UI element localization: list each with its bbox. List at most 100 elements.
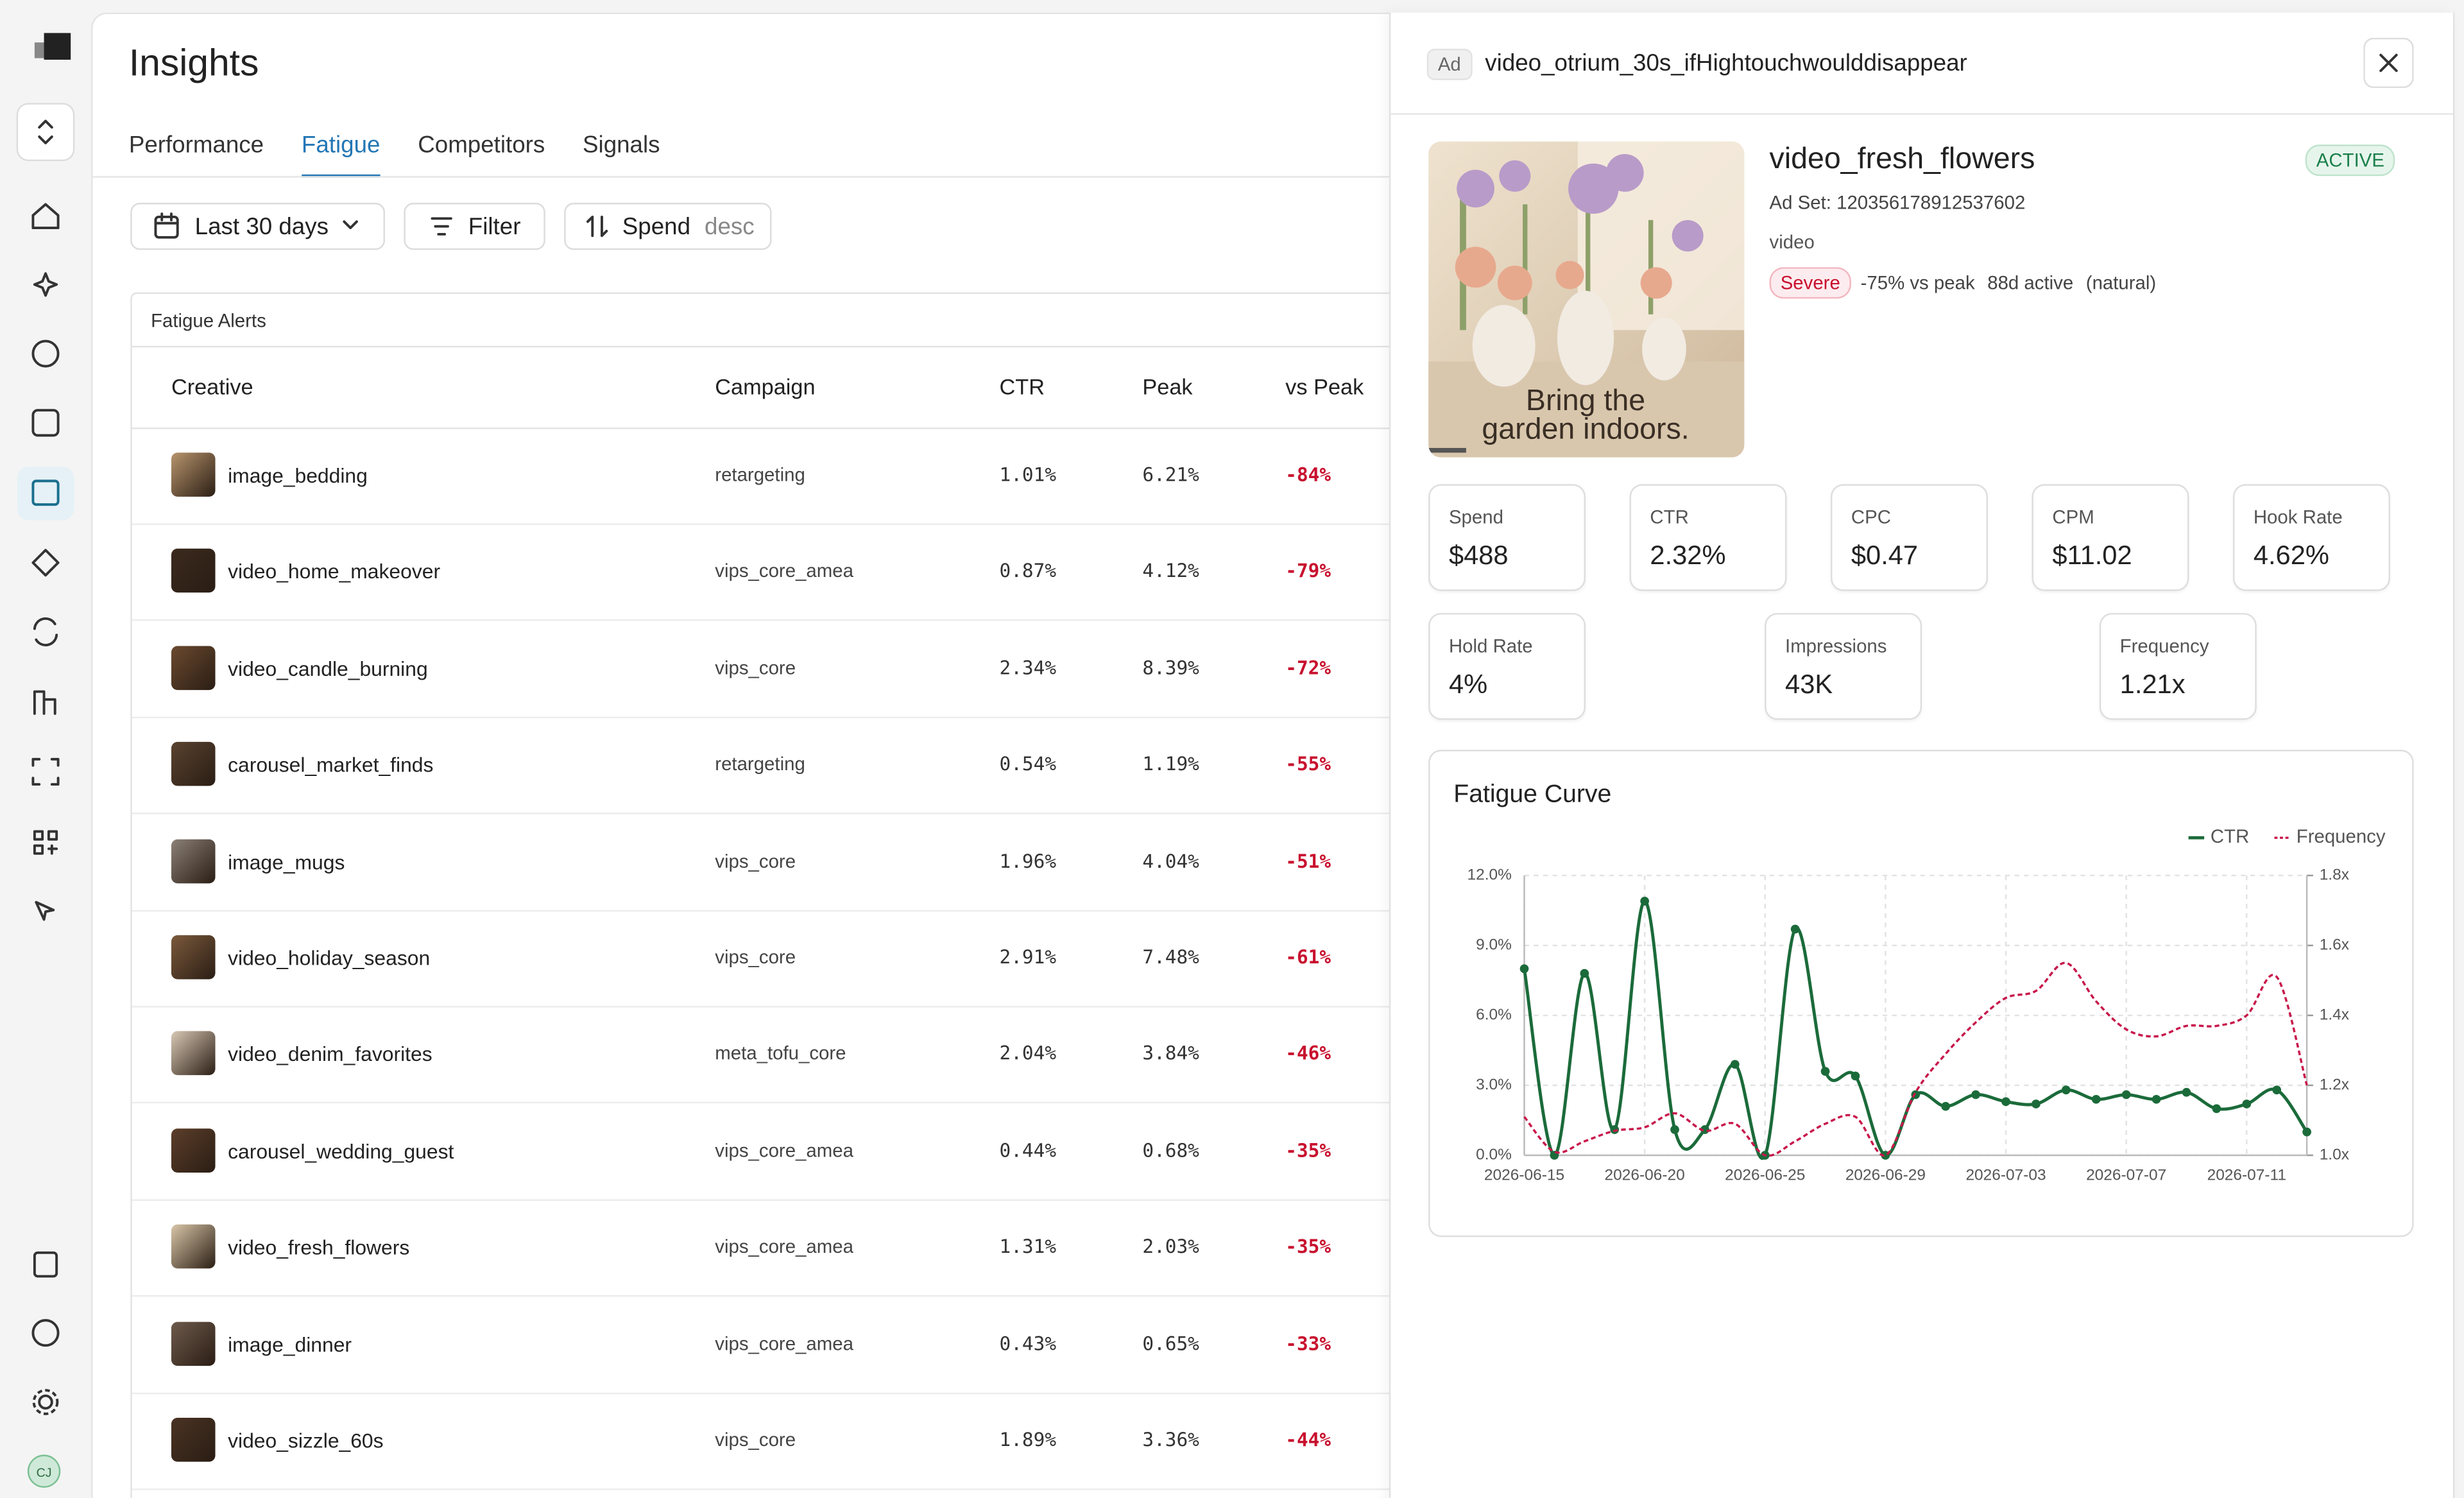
y2-tick-label: 1.8x (2320, 866, 2349, 884)
sync-icon[interactable] (33, 617, 58, 647)
ctr: 2.04% (999, 1042, 1057, 1065)
creative-name: video_fresh_flowers (1769, 142, 2035, 176)
tab[interactable]: Fatigue (301, 132, 381, 178)
docs-icon[interactable] (33, 1251, 58, 1278)
audience-icon[interactable] (31, 409, 60, 437)
x-tick-label: 2026-06-29 (1845, 1166, 1926, 1184)
x-tick-label: 2026-06-20 (1605, 1166, 1685, 1184)
column-header: Peak (1142, 374, 1193, 400)
date-range-button[interactable]: Last 30 days (130, 202, 386, 250)
campaign: vips_core (715, 657, 796, 679)
metric-card: Frequency 1.21x (2099, 613, 2257, 720)
table-row[interactable]: video_candle_burning vips_core 2.34% 8.39% -… (132, 621, 1421, 718)
close-button[interactable] (2363, 37, 2414, 89)
pointer-icon[interactable] (35, 900, 55, 921)
peak: 2.03% (1142, 1235, 1199, 1258)
table-row[interactable]: image_bedding retargeting 1.01% 6.21% -84% (132, 427, 1421, 525)
chevron-icon (38, 119, 53, 144)
x-tick-label: 2026-06-15 (1484, 1166, 1564, 1184)
filter-button[interactable]: Filter (404, 202, 545, 250)
home-icon[interactable] (31, 203, 60, 230)
metric-value: 4.62% (2253, 540, 2329, 571)
creative-icon[interactable] (31, 549, 60, 577)
ctr: 1.31% (999, 1235, 1057, 1258)
sort-field: Spend (622, 212, 691, 240)
metric-value: $0.47 (1851, 540, 1919, 571)
chart-title: Fatigue Curve (1453, 780, 1611, 808)
table-row[interactable]: video_sizzle_60s vips_core 1.89% 3.36% -44% (132, 1393, 1421, 1490)
table-row[interactable]: video_fresh_flowers vips_core_amea 1.31% 2.… (132, 1200, 1421, 1297)
scan-icon[interactable] (31, 757, 60, 786)
filter-icon (431, 217, 452, 236)
vs-peak: -35% (1285, 1235, 1331, 1258)
vs-peak: -44% (1285, 1429, 1331, 1451)
reports-icon[interactable] (33, 690, 56, 715)
metric-card: CTR 2.32% (1629, 484, 1787, 591)
table-row[interactable]: carousel_market_finds retargeting 0.54% 1.1… (132, 717, 1421, 815)
thumbnail (171, 549, 216, 594)
workspace-switcher[interactable] (16, 103, 75, 162)
vs-peak: -79% (1285, 560, 1331, 583)
tab[interactable]: Competitors (418, 132, 545, 159)
peak: 0.68% (1142, 1139, 1199, 1162)
table-row[interactable]: video_holiday_season vips_core 2.91% 7.48% -… (132, 910, 1421, 1008)
vs-peak: -35% (1285, 1139, 1331, 1162)
ai-icon[interactable] (33, 272, 58, 297)
analytics-icon[interactable] (31, 340, 60, 368)
peak: 3.36% (1142, 1429, 1199, 1451)
avatar[interactable] (27, 1454, 61, 1488)
tab[interactable]: Signals (583, 132, 660, 159)
vs-peak: -84% (1285, 463, 1331, 486)
tab-bar: Performance Fatigue Competitors Signals (129, 132, 660, 178)
data-point (1790, 924, 1800, 934)
table-row[interactable]: image_dinner vips_core_amea 0.43% 0.65% -33% (132, 1296, 1421, 1394)
metric-card: Impressions 43K (1765, 613, 1922, 720)
calendar-icon (154, 212, 179, 239)
legend-label: Frequency (2297, 826, 2386, 847)
data-point (1911, 1090, 1921, 1099)
active-days: 88d active (1987, 271, 2074, 294)
y-tick-label: 12.0% (1467, 866, 1512, 884)
creative-name: video_holiday_season (228, 946, 431, 970)
creative-name: image_mugs (228, 849, 345, 874)
table-row[interactable]: carousel_wedding_guest vips_core_amea 0.44… (132, 1103, 1421, 1201)
x-tick-label: 2026-06-25 (1725, 1166, 1805, 1184)
thumbnail (171, 742, 216, 786)
apps-icon[interactable] (33, 830, 58, 855)
vs-peak: -33% (1285, 1332, 1331, 1355)
data-point (1580, 969, 1589, 978)
campaign: vips_core (715, 849, 796, 872)
campaign: vips_core (715, 1429, 796, 1451)
creative-name: carousel_market_finds (228, 753, 434, 777)
peak: 6.21% (1142, 463, 1199, 486)
metric-label: CPM (2052, 506, 2094, 528)
metric-card: CPC $0.47 (1831, 484, 1988, 591)
table-title: Fatigue Alerts (151, 309, 266, 332)
ad-name: video_otrium_30s_ifHightouchwoulddisappe… (1485, 50, 1967, 78)
filter-label: Filter (468, 212, 521, 240)
tab[interactable]: Performance (128, 132, 264, 159)
column-header: vs Peak (1285, 374, 1364, 400)
x-tick-label: 2026-07-11 (2207, 1166, 2286, 1184)
data-point (1731, 1060, 1740, 1069)
creative-name: video_fresh_flowers (228, 1235, 410, 1260)
data-point (1610, 1125, 1620, 1134)
thumbnail (171, 935, 216, 979)
creative-image: Bring the garden indoors. (1428, 141, 1745, 458)
thumbnail (171, 1031, 216, 1076)
thumbnail (171, 1417, 216, 1462)
help-icon[interactable] (31, 1319, 60, 1347)
ctr: 1.96% (999, 849, 1057, 872)
settings-icon[interactable] (38, 1394, 53, 1410)
fatigue-type: (natural) (2085, 271, 2157, 294)
ctr: 0.44% (999, 1139, 1057, 1162)
data-point (1971, 1090, 1980, 1099)
table-row[interactable]: video_home_makeover vips_core_amea 0.87% 4.… (132, 524, 1421, 622)
ad-set: Ad Set: 120356178912537602 (1769, 191, 2026, 214)
peak: 1.19% (1142, 753, 1199, 775)
table-row[interactable]: image_mugs vips_core 1.96% 4.04% -51% (132, 814, 1421, 911)
sort-button[interactable]: Spend desc (564, 202, 772, 250)
insights-nav-active[interactable] (17, 467, 74, 521)
table-row[interactable]: video_denim_favorites meta_tofu_core 2.04%… (132, 1006, 1421, 1105)
